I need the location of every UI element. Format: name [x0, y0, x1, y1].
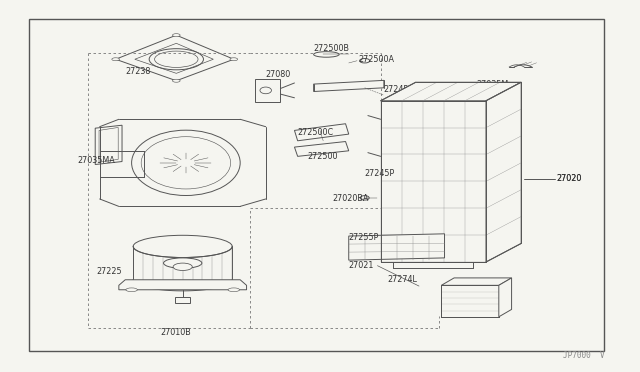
- Polygon shape: [499, 278, 511, 317]
- Text: 27020: 27020: [556, 174, 582, 183]
- Ellipse shape: [112, 58, 120, 61]
- Ellipse shape: [360, 58, 370, 63]
- Ellipse shape: [390, 171, 397, 178]
- Polygon shape: [294, 141, 349, 156]
- Ellipse shape: [133, 235, 232, 257]
- Text: 27255P: 27255P: [349, 233, 379, 243]
- Polygon shape: [314, 80, 384, 92]
- Text: 27238: 27238: [125, 67, 150, 76]
- Ellipse shape: [314, 52, 339, 57]
- Ellipse shape: [228, 288, 239, 292]
- Ellipse shape: [173, 79, 180, 82]
- Text: 27035MA: 27035MA: [77, 155, 115, 164]
- Text: 272500B: 272500B: [314, 44, 349, 53]
- Text: 27245PA: 27245PA: [384, 85, 419, 94]
- Polygon shape: [119, 280, 246, 290]
- Polygon shape: [349, 234, 445, 260]
- Bar: [29, 19, 604, 351]
- Ellipse shape: [126, 288, 138, 292]
- Polygon shape: [381, 101, 486, 262]
- Polygon shape: [175, 297, 190, 303]
- Text: 27245P: 27245P: [365, 169, 395, 177]
- Text: 27225: 27225: [97, 267, 122, 276]
- Ellipse shape: [173, 34, 180, 37]
- Ellipse shape: [230, 58, 237, 61]
- Ellipse shape: [164, 258, 202, 268]
- Text: 27020: 27020: [556, 174, 582, 183]
- Text: 27020BA: 27020BA: [333, 195, 369, 203]
- Text: 272500A: 272500A: [358, 55, 394, 64]
- Ellipse shape: [260, 87, 271, 94]
- Polygon shape: [381, 82, 521, 101]
- Polygon shape: [486, 82, 521, 262]
- Text: 27274L: 27274L: [387, 275, 417, 284]
- Text: 27035M: 27035M: [476, 80, 509, 89]
- Polygon shape: [294, 124, 349, 141]
- Polygon shape: [255, 79, 280, 102]
- Text: JP7000  V: JP7000 V: [563, 351, 604, 360]
- Ellipse shape: [360, 196, 369, 200]
- Polygon shape: [442, 278, 511, 285]
- Ellipse shape: [173, 263, 192, 270]
- Text: 272500C: 272500C: [298, 128, 334, 137]
- Text: 27021: 27021: [349, 261, 374, 270]
- Text: 272500: 272500: [307, 152, 338, 161]
- Polygon shape: [442, 285, 499, 317]
- Text: 27010B: 27010B: [161, 328, 191, 337]
- Text: 27080: 27080: [266, 70, 291, 79]
